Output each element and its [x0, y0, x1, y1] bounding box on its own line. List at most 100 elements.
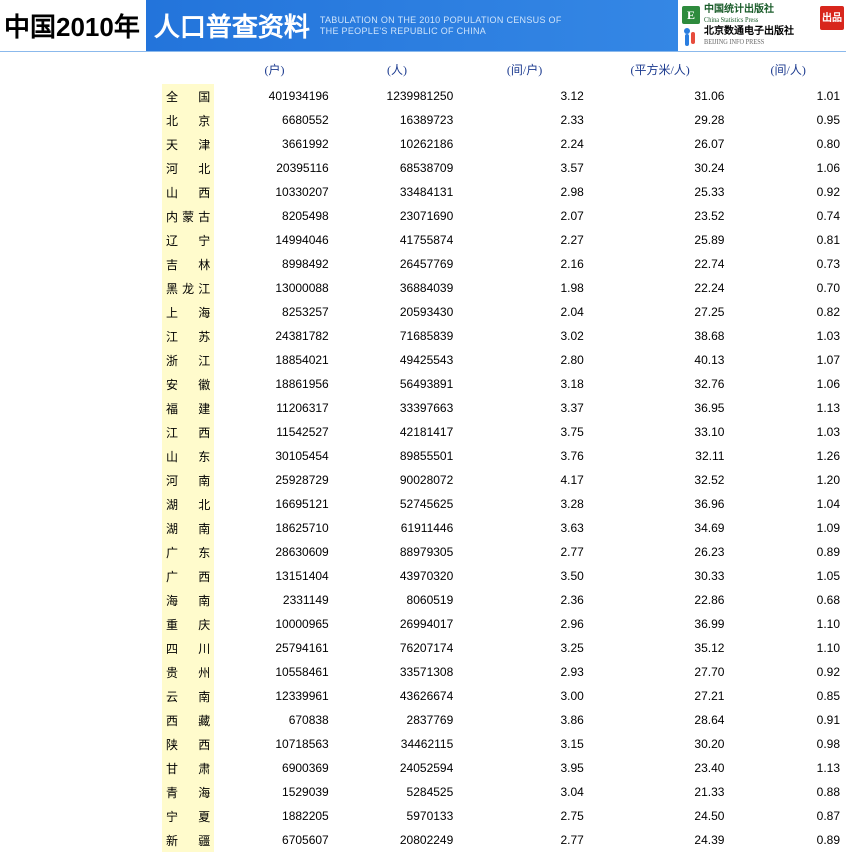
banner-title-block: 人口普查资料 TABULATION ON THE 2010 POPULATION…: [146, 0, 678, 51]
census-table: (户) (人) (间/户) (平方米/人) (间/人) 全 国401934196…: [162, 54, 846, 852]
banner-title-en-line2: THE PEOPLE'S REPUBLIC OF CHINA: [320, 26, 486, 36]
table-row: 福 建11206317333976633.3736.951.13: [162, 396, 846, 420]
table-row: 安 徽18861956564938913.1832.761.06: [162, 372, 846, 396]
cell-rph: 1.98: [459, 276, 590, 300]
cell-rph: 3.57: [459, 156, 590, 180]
cell-pop: 43626674: [335, 684, 460, 708]
cell-hh: 25928729: [214, 468, 335, 492]
cell-sqm: 24.50: [590, 804, 731, 828]
cell-pop: 24052594: [335, 756, 460, 780]
cell-pop: 33484131: [335, 180, 460, 204]
cell-pop: 89855501: [335, 444, 460, 468]
cell-pop: 88979305: [335, 540, 460, 564]
col-rooms-per-person: (间/人): [730, 54, 846, 84]
cell-rpp: 0.92: [730, 660, 846, 684]
cell-hh: 20395116: [214, 156, 335, 180]
cell-pop: 34462115: [335, 732, 460, 756]
cell-rph: 2.04: [459, 300, 590, 324]
table-row: 青 海152903952845253.0421.330.88: [162, 780, 846, 804]
cell-sqm: 27.25: [590, 300, 731, 324]
cell-pop: 5970133: [335, 804, 460, 828]
banner-year-block: 中国2010年: [0, 0, 146, 51]
cell-sqm: 33.10: [590, 420, 731, 444]
cell-pop: 41755874: [335, 228, 460, 252]
left-gutter: [0, 52, 162, 852]
cell-region: 宁 夏: [162, 804, 214, 828]
cell-sqm: 40.13: [590, 348, 731, 372]
cell-region: 安 徽: [162, 372, 214, 396]
table-body: 全 国40193419612399812503.1231.061.01北 京66…: [162, 84, 846, 852]
banner-title-cn: 人口普查资料: [154, 7, 310, 44]
table-row: 浙 江18854021494255432.8040.131.07: [162, 348, 846, 372]
table-row: 宁 夏188220559701332.7524.500.87: [162, 804, 846, 828]
cell-hh: 10718563: [214, 732, 335, 756]
cell-hh: 24381782: [214, 324, 335, 348]
table-wrap: (户) (人) (间/户) (平方米/人) (间/人) 全 国401934196…: [162, 52, 846, 852]
cell-sqm: 38.68: [590, 324, 731, 348]
cell-hh: 670838: [214, 708, 335, 732]
col-population: (人): [335, 54, 460, 84]
cell-rpp: 1.10: [730, 636, 846, 660]
cell-sqm: 32.11: [590, 444, 731, 468]
cell-region: 云 南: [162, 684, 214, 708]
cell-region: 内蒙古: [162, 204, 214, 228]
cell-hh: 25794161: [214, 636, 335, 660]
cell-rpp: 0.88: [730, 780, 846, 804]
cell-pop: 42181417: [335, 420, 460, 444]
cell-rpp: 1.09: [730, 516, 846, 540]
cell-sqm: 26.23: [590, 540, 731, 564]
cell-sqm: 35.12: [590, 636, 731, 660]
cell-pop: 26994017: [335, 612, 460, 636]
table-header-row: (户) (人) (间/户) (平方米/人) (间/人): [162, 54, 846, 84]
table-row: 江 西11542527421814173.7533.101.03: [162, 420, 846, 444]
cell-pop: 20802249: [335, 828, 460, 852]
cell-rph: 3.12: [459, 84, 590, 108]
cell-pop: 90028072: [335, 468, 460, 492]
table-row: 内蒙古8205498230716902.0723.520.74: [162, 204, 846, 228]
cell-hh: 30105454: [214, 444, 335, 468]
cell-rph: 2.77: [459, 828, 590, 852]
cell-pop: 20593430: [335, 300, 460, 324]
cell-pop: 8060519: [335, 588, 460, 612]
cell-sqm: 30.20: [590, 732, 731, 756]
cell-hh: 28630609: [214, 540, 335, 564]
cell-sqm: 22.74: [590, 252, 731, 276]
col-sqm-per-person: (平方米/人): [590, 54, 731, 84]
table-row: 陕 西10718563344621153.1530.200.98: [162, 732, 846, 756]
cell-sqm: 31.06: [590, 84, 731, 108]
header-banner: 中国2010年 人口普查资料 TABULATION ON THE 2010 PO…: [0, 0, 846, 52]
cell-pop: 43970320: [335, 564, 460, 588]
cell-rph: 2.98: [459, 180, 590, 204]
cell-sqm: 27.70: [590, 660, 731, 684]
cell-rph: 2.16: [459, 252, 590, 276]
cell-region: 河 北: [162, 156, 214, 180]
cell-rph: 3.76: [459, 444, 590, 468]
cell-rph: 3.02: [459, 324, 590, 348]
cell-region: 青 海: [162, 780, 214, 804]
cell-hh: 1529039: [214, 780, 335, 804]
table-row: 山 西10330207334841312.9825.330.92: [162, 180, 846, 204]
cell-region: 贵 州: [162, 660, 214, 684]
cell-rpp: 1.04: [730, 492, 846, 516]
cell-rph: 3.63: [459, 516, 590, 540]
cell-rph: 2.75: [459, 804, 590, 828]
cell-rpp: 0.92: [730, 180, 846, 204]
cell-pop: 2837769: [335, 708, 460, 732]
cell-pop: 68538709: [335, 156, 460, 180]
cell-region: 辽 宁: [162, 228, 214, 252]
cell-rpp: 0.82: [730, 300, 846, 324]
cell-rph: 3.15: [459, 732, 590, 756]
cell-sqm: 32.52: [590, 468, 731, 492]
cell-rph: 3.04: [459, 780, 590, 804]
publisher-2: 北京数通电子出版社 BEIJING INFO PRESS: [682, 27, 842, 47]
cell-region: 天 津: [162, 132, 214, 156]
table-row: 辽 宁14994046417558742.2725.890.81: [162, 228, 846, 252]
cell-pop: 5284525: [335, 780, 460, 804]
stats-press-logo-icon: E: [682, 6, 700, 24]
publisher-1-cn: 中国统计出版社: [704, 5, 774, 15]
table-row: 海 南233114980605192.3622.860.68: [162, 588, 846, 612]
cell-hh: 10558461: [214, 660, 335, 684]
cell-rph: 2.96: [459, 612, 590, 636]
table-row: 天 津3661992102621862.2426.070.80: [162, 132, 846, 156]
cell-sqm: 36.95: [590, 396, 731, 420]
